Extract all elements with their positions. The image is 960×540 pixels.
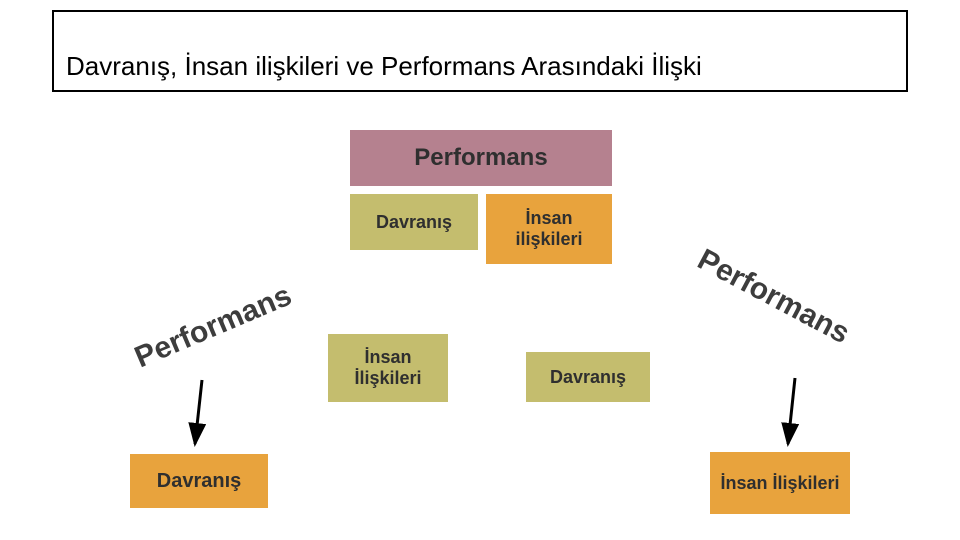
right-davranis: Davranış — [526, 352, 650, 402]
left-performans-label: Performans — [130, 279, 297, 375]
right-performans-label: Performans — [692, 243, 855, 351]
right-insan: İnsan İlişkileri — [710, 452, 850, 514]
left-davranis: Davranış — [130, 454, 268, 508]
top-insan: İnsan ilişkileri — [486, 194, 612, 264]
top-davranis: Davranış — [350, 194, 478, 250]
page-title: Davranış, İnsan ilişkileri ve Performans… — [66, 51, 702, 82]
diagram-stage: Davranış, İnsan ilişkileri ve Performans… — [0, 0, 960, 540]
left-insan: İnsan İlişkileri — [328, 334, 448, 402]
top-performans: Performans — [350, 130, 612, 186]
title-frame: Davranış, İnsan ilişkileri ve Performans… — [52, 10, 908, 92]
